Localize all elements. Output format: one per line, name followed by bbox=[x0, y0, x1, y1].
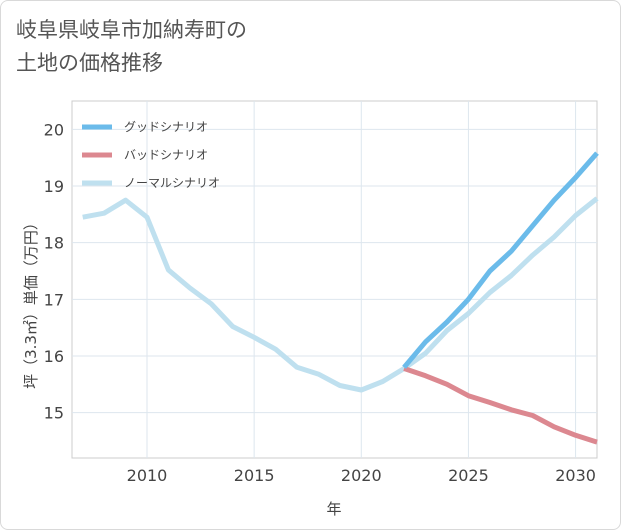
legend-label-1: グッドシナリオ bbox=[124, 120, 208, 134]
y-tick-label: 17 bbox=[44, 290, 64, 309]
y-tick-label: 19 bbox=[44, 177, 64, 196]
tick-labels: 2010 2015 2020 2025 2030 15 16 17 18 19 20 bbox=[44, 120, 596, 485]
y-axis-label: 坪（3.3㎡）単価（万円） bbox=[22, 215, 40, 389]
legend-label-2: バッドシナリオ bbox=[124, 148, 208, 162]
x-tick-label: 2020 bbox=[341, 466, 382, 485]
y-tick-label: 20 bbox=[44, 120, 64, 139]
y-tick-label: 18 bbox=[44, 234, 64, 253]
series-layer bbox=[82, 151, 599, 445]
chart-title: 岐阜県岐阜市加納寿町の 土地の価格推移 bbox=[16, 18, 247, 75]
series-line-2 bbox=[403, 366, 598, 445]
x-tick-label: 2030 bbox=[555, 466, 596, 485]
plot-area-border bbox=[71, 100, 598, 459]
x-tick-label: 2015 bbox=[234, 466, 275, 485]
y-tick-label: 16 bbox=[44, 347, 64, 366]
series-line-1 bbox=[402, 151, 599, 369]
series-line-3 bbox=[82, 196, 599, 393]
y-tick-label: 15 bbox=[44, 404, 64, 423]
x-axis-label: 年 bbox=[326, 500, 341, 518]
legend-label-3: ノーマルシナリオ bbox=[124, 176, 220, 190]
x-tick-label: 2025 bbox=[448, 466, 489, 485]
x-tick-label: 2010 bbox=[127, 466, 168, 485]
grid-lines bbox=[72, 101, 597, 458]
